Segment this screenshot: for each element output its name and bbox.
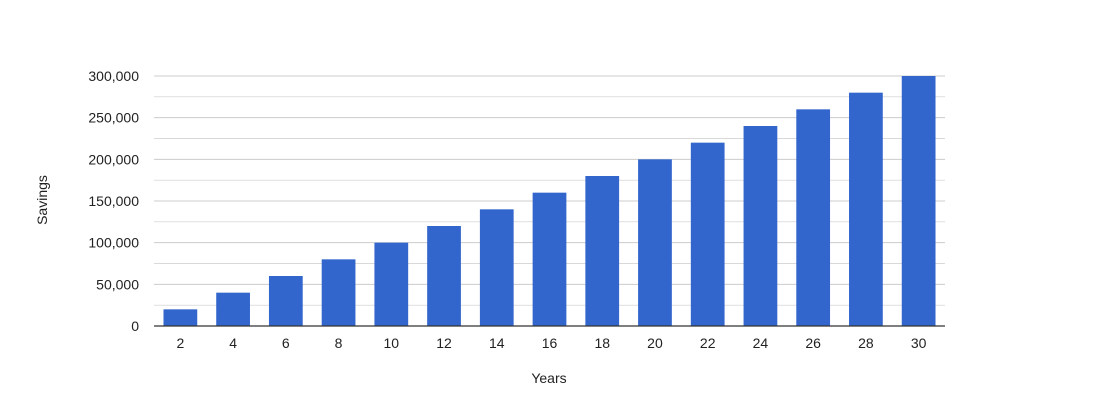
bar-16[interactable]	[532, 192, 567, 326]
x-tick-label: 8	[335, 335, 343, 351]
x-tick-label: 14	[489, 335, 505, 351]
bar-28[interactable]	[849, 92, 883, 327]
y-tick-label: 0	[131, 318, 139, 334]
y-axis-title: Savings	[34, 175, 50, 225]
y-tick-label: 50,000	[96, 276, 139, 292]
x-tick-label: 10	[384, 335, 400, 351]
x-tick-label: 24	[753, 335, 769, 351]
bars	[163, 76, 936, 327]
bar-18[interactable]	[585, 176, 620, 326]
x-tick-label: 20	[647, 335, 663, 351]
y-tick-label: 300,000	[88, 68, 139, 84]
bar-4[interactable]	[216, 292, 250, 326]
x-tick-label: 12	[436, 335, 452, 351]
x-tick-label: 4	[229, 335, 237, 351]
bar-26[interactable]	[796, 109, 831, 326]
bar-22[interactable]	[690, 142, 725, 326]
x-tick-label: 30	[911, 335, 927, 351]
x-tick-label: 22	[700, 335, 716, 351]
x-tick-label: 18	[594, 335, 610, 351]
x-tick-label: 28	[858, 335, 874, 351]
y-tick-label: 250,000	[88, 110, 139, 126]
x-tick-label: 2	[176, 335, 184, 351]
x-tick-labels: 2 4 6 8 10 12 14 16 18 20 22 24 26 28 30	[176, 335, 926, 351]
bar-20[interactable]	[638, 159, 672, 326]
bar-2[interactable]	[163, 309, 198, 326]
bar-10[interactable]	[374, 242, 409, 326]
x-tick-label: 26	[805, 335, 821, 351]
bar-12[interactable]	[427, 226, 461, 326]
y-tick-label: 200,000	[88, 151, 139, 167]
bar-30[interactable]	[901, 76, 936, 326]
bar-24[interactable]	[743, 126, 778, 326]
x-tick-label: 16	[542, 335, 558, 351]
bar-6[interactable]	[268, 276, 303, 326]
bar-14[interactable]	[479, 209, 514, 326]
y-tick-label: 150,000	[88, 193, 139, 209]
bar-8[interactable]	[321, 259, 356, 326]
y-tick-label: 100,000	[88, 235, 139, 251]
x-axis-title: Years	[531, 370, 566, 386]
x-tick-label: 6	[282, 335, 290, 351]
y-tick-labels: 0 50,000 100,000 150,000 200,000 250,000 300,0…	[88, 68, 139, 334]
